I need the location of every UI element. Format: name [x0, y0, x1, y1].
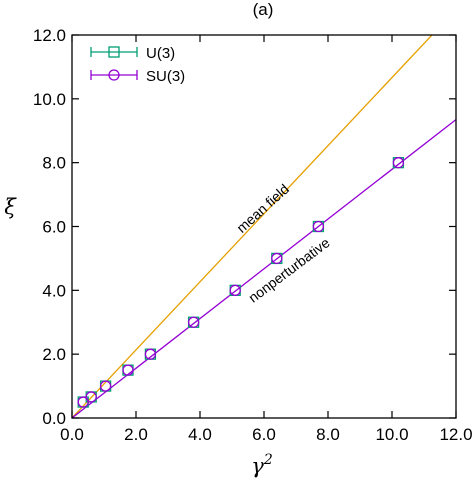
- y-tick-label-3: 6.0: [42, 218, 66, 237]
- x-axis-label-exponent: 2: [263, 452, 273, 468]
- data-point-SU(3)-2: [99, 380, 112, 392]
- data-point-SU(3)-1: [85, 391, 97, 403]
- y-tick-label-1: 2.0: [42, 345, 66, 364]
- data-point-SU(3)-3: [122, 364, 134, 376]
- y-axis-label: ξ: [4, 195, 17, 219]
- legend: U(3) SU(3): [90, 45, 185, 85]
- y-tick-label-6: 12.0: [33, 26, 66, 45]
- axis-ticks: 0.0 2.0 4.0 6.0 8.0 10.0 12.0 0.0 2.0 4.0 6.0 8.0 10…: [33, 26, 473, 444]
- legend-u3-square-marker: [108, 46, 120, 58]
- line-label-nonperturbative: nonperturbative: [245, 234, 332, 305]
- x-tick-label-6: 12.0: [439, 425, 472, 444]
- x-tick-label-4: 8.0: [316, 425, 340, 444]
- line-label-mean-field: mean field: [233, 181, 292, 236]
- x-tick-label-0: 0.0: [60, 425, 84, 444]
- y-tick-label-2: 4.0: [42, 281, 66, 300]
- fit-line-0: [72, 35, 433, 418]
- fit-line-1: [72, 119, 456, 418]
- y-tick-label-5: 10.0: [33, 90, 66, 109]
- plot-frame: [71, 34, 457, 419]
- data-point-SU(3)-7: [271, 252, 283, 265]
- chart-title: (a): [253, 0, 274, 19]
- x-tick-label-2: 4.0: [188, 425, 212, 444]
- y-tick-label-4: 8.0: [42, 154, 66, 173]
- x-tick-label-3: 6.0: [252, 425, 276, 444]
- data-point-SU(3)-5: [187, 316, 200, 328]
- data-point-SU(3)-4: [144, 348, 157, 360]
- data-point-SU(3)-0: [77, 396, 89, 408]
- y-tick-label-0: 0.0: [42, 409, 66, 428]
- data-point-SU(3)-8: [312, 220, 325, 233]
- x-tick-label-5: 10.0: [375, 425, 408, 444]
- fit-lines: [72, 35, 456, 418]
- data-point-SU(3)-9: [392, 157, 405, 169]
- x-axis-label: γ2: [251, 452, 273, 478]
- legend-su3-label: SU(3): [146, 68, 185, 85]
- legend-su3-circle-marker: [108, 69, 120, 81]
- data-series: [77, 157, 405, 408]
- data-point-SU(3)-6: [229, 284, 241, 296]
- x-tick-label-1: 2.0: [124, 425, 148, 444]
- x-axis-label-base: γ: [251, 454, 264, 478]
- legend-u3-label: U(3): [146, 45, 175, 62]
